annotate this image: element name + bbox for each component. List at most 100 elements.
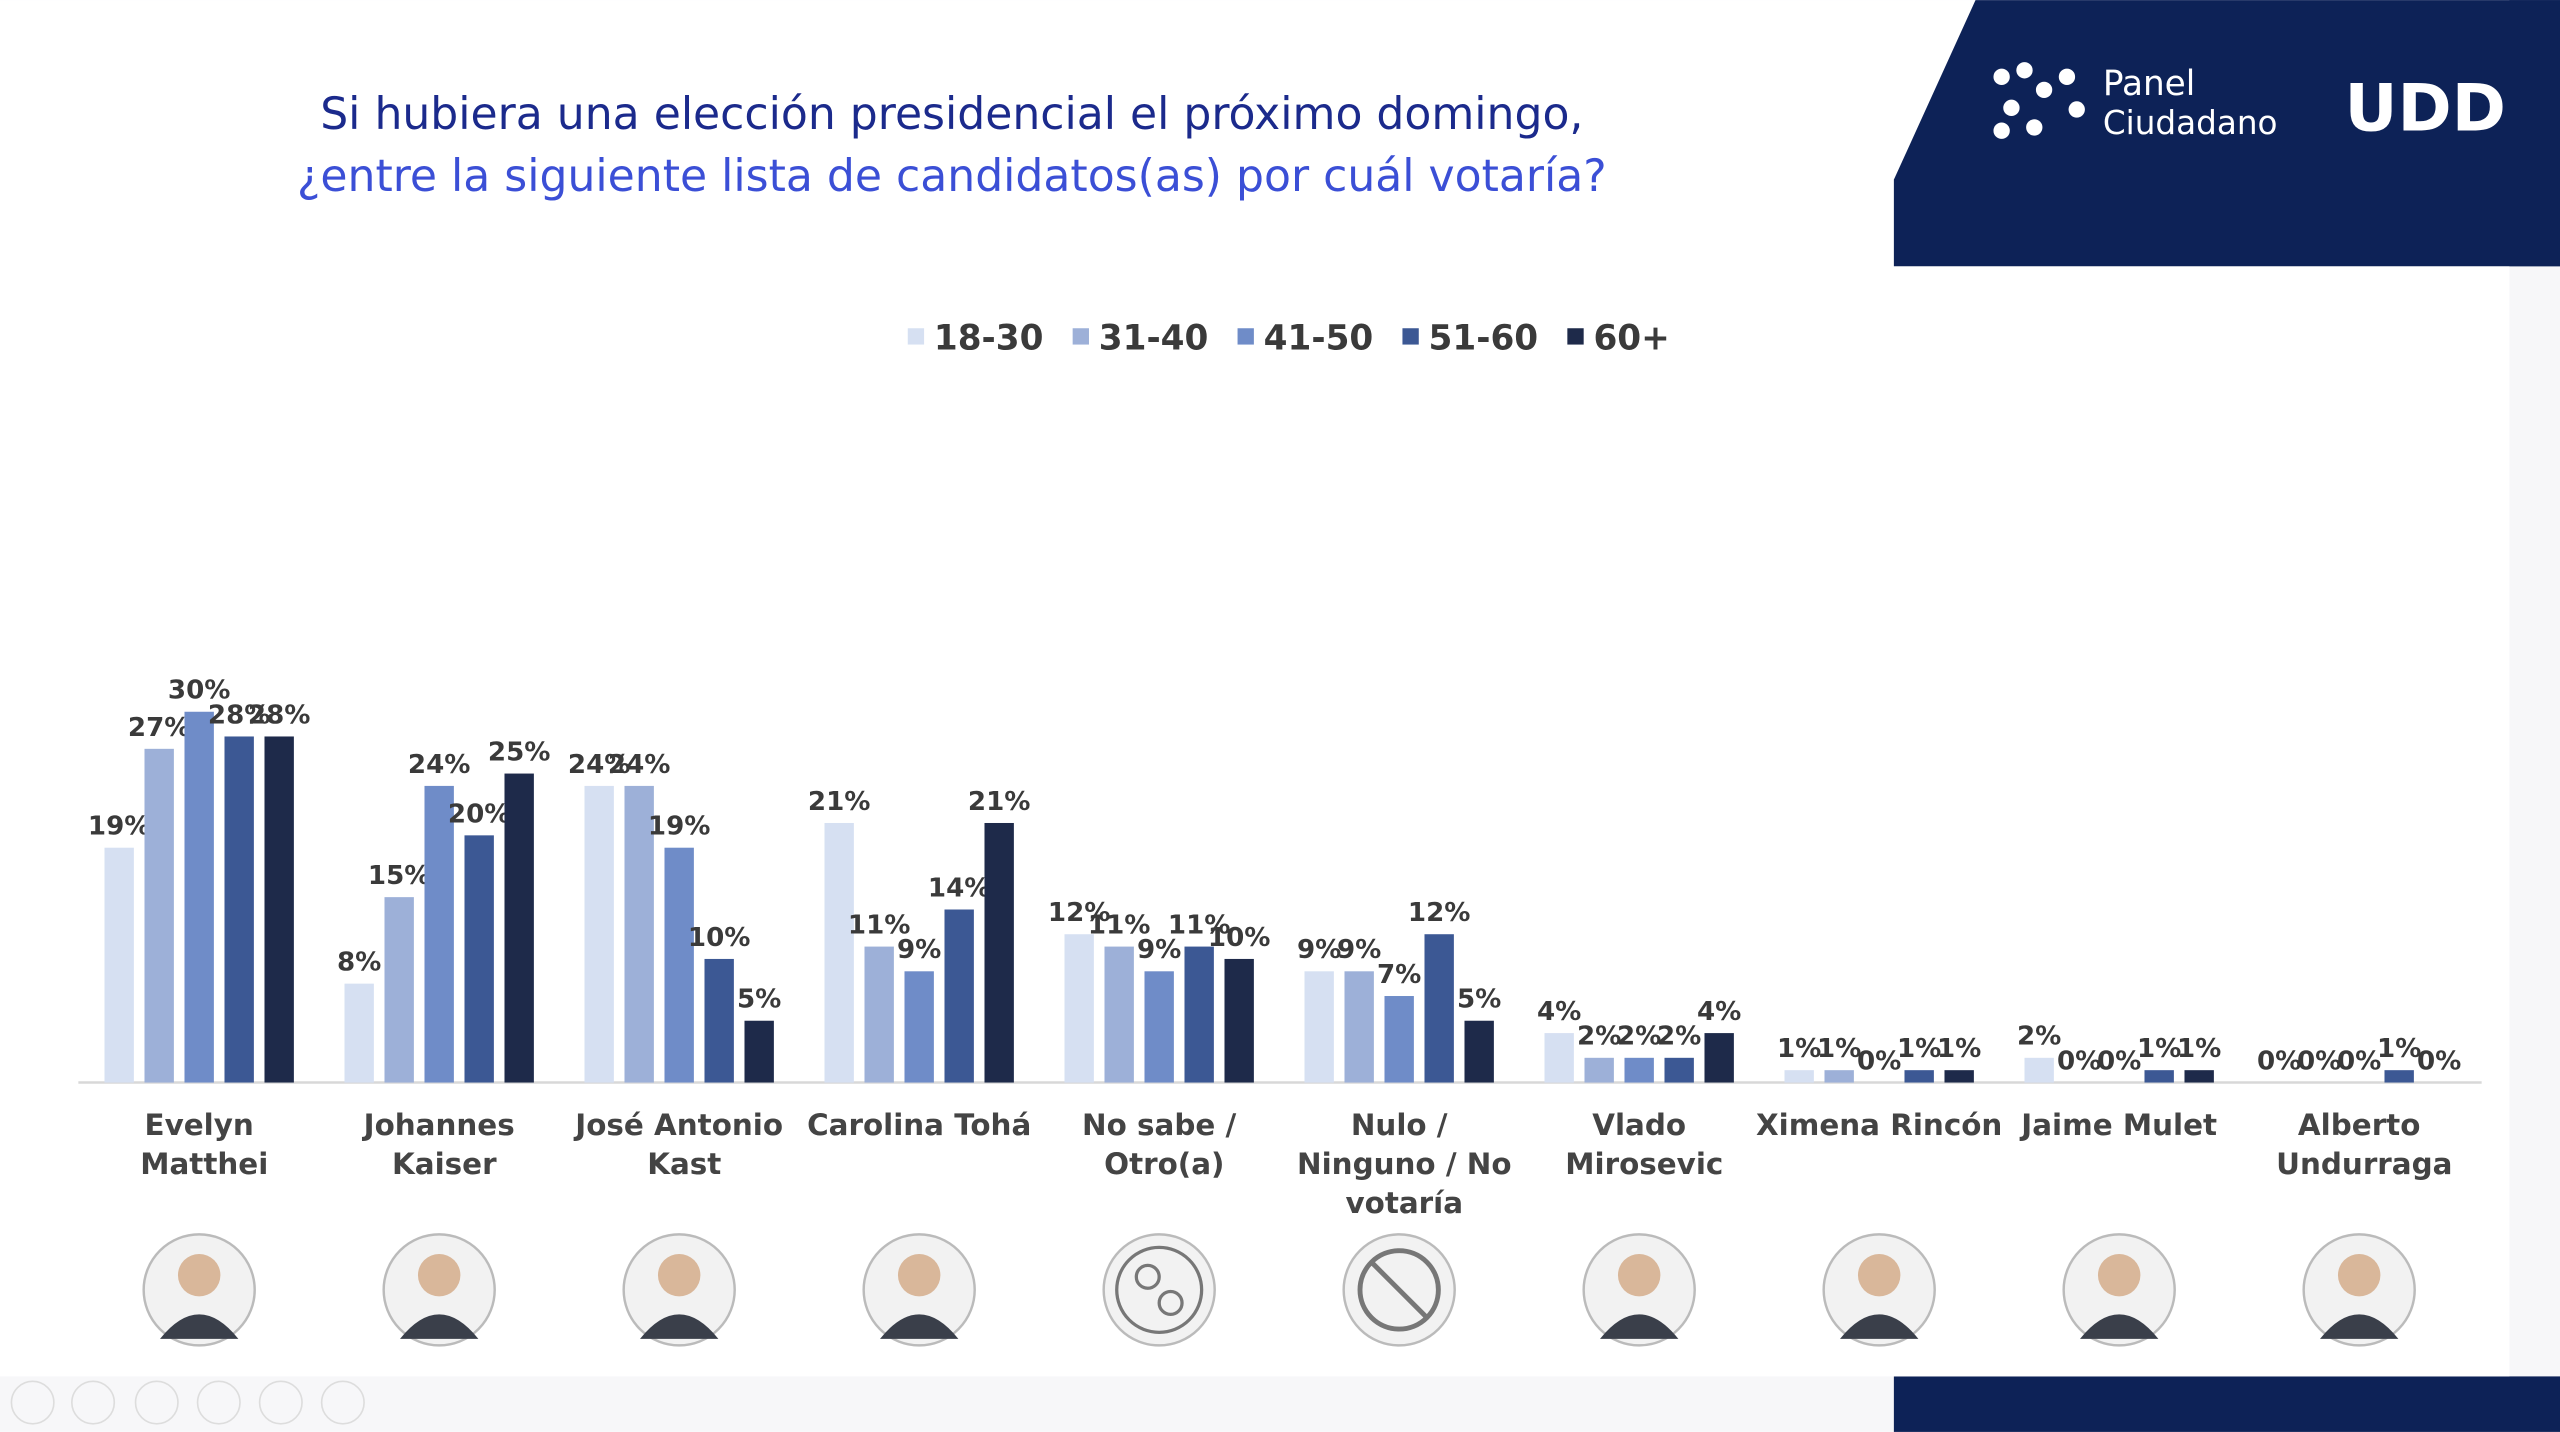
value-label: 12% <box>1408 898 1471 928</box>
category-label-line: Carolina Tohá <box>807 1108 1031 1142</box>
portrait-body <box>1840 1314 1919 1339</box>
value-label: 1% <box>2177 1034 2221 1064</box>
logo-dot <box>1993 122 2010 139</box>
legend-swatch <box>1237 328 1254 345</box>
bar <box>264 736 294 1083</box>
portrait <box>2302 1233 2416 1347</box>
bar <box>384 897 414 1083</box>
portrait-body <box>400 1314 479 1339</box>
bar <box>1144 971 1174 1083</box>
category-label: Jaime Mulet <box>2019 1108 2217 1142</box>
value-label: 2% <box>1657 1022 1701 1052</box>
icon-part <box>1369 1260 1429 1320</box>
legend-label: 31-40 <box>1099 318 1209 358</box>
category-label-line: Otro(a) <box>1094 1147 1225 1181</box>
bar <box>1344 971 1374 1083</box>
value-label: 20% <box>448 799 511 829</box>
logo-dot <box>1993 68 2010 85</box>
bar <box>704 958 734 1083</box>
subtitle-line: ¿entre la siguiente lista de candidatos(… <box>297 151 1607 202</box>
value-label: 12% <box>1048 898 1111 928</box>
bar <box>1544 1033 1574 1083</box>
value-label: 28% <box>208 700 271 730</box>
value-label: 28% <box>248 700 311 730</box>
category-label-line: José Antonio <box>573 1108 783 1142</box>
toolbar-button[interactable] <box>10 1380 55 1425</box>
bar <box>1784 1070 1814 1083</box>
bar <box>1664 1057 1694 1083</box>
value-label: 0% <box>2417 1046 2461 1076</box>
bar <box>2024 1057 2054 1083</box>
legend-swatch <box>907 328 925 345</box>
bar <box>1064 934 1094 1083</box>
category-label: No sabe / Otro(a) <box>1082 1108 1236 1181</box>
category-label: Nulo / Ninguno / No votaría <box>1287 1108 1512 1220</box>
value-label: 0% <box>2297 1046 2341 1076</box>
value-label: 19% <box>648 812 711 842</box>
legend-swatch <box>1402 328 1419 345</box>
bar <box>464 835 494 1083</box>
title-line: Si hubiera una elección presidencial el … <box>320 89 1583 140</box>
footer-panel <box>1893 1376 2560 1432</box>
bar <box>344 983 374 1083</box>
category-label-line: Alberto <box>2298 1108 2420 1142</box>
logo-dot <box>2068 101 2085 118</box>
category-label: Carolina Tohá <box>807 1108 1031 1142</box>
category-label-line: Vlado <box>1592 1108 1686 1142</box>
portrait-head <box>1617 1253 1661 1297</box>
toolbar <box>10 1380 365 1425</box>
value-label: 5% <box>737 985 781 1015</box>
portrait-head <box>417 1253 461 1297</box>
portrait-body <box>640 1314 719 1339</box>
category-label-line: Ninguno / No <box>1287 1147 1512 1181</box>
value-label: 0% <box>2057 1046 2101 1076</box>
bar <box>1584 1057 1614 1083</box>
toolbar-button[interactable] <box>134 1380 179 1425</box>
bar <box>224 736 254 1083</box>
bar <box>1104 946 1134 1083</box>
value-label: 0% <box>1857 1046 1901 1076</box>
portrait <box>622 1233 736 1347</box>
toolbar-button[interactable] <box>320 1380 365 1425</box>
portrait <box>1582 1233 1696 1347</box>
logo-line2: Ciudadano <box>2103 104 2278 142</box>
logo-dot <box>2058 68 2076 85</box>
bar <box>1704 1033 1734 1083</box>
toolbar-button[interactable] <box>196 1380 241 1425</box>
portrait <box>862 1233 976 1347</box>
portrait-body <box>2320 1314 2399 1339</box>
bar <box>2144 1070 2174 1083</box>
value-label: 1% <box>2377 1034 2421 1064</box>
category-label-line: Johannes <box>362 1108 515 1142</box>
toolbar-button[interactable] <box>71 1380 116 1425</box>
value-label: 11% <box>848 911 911 941</box>
portrait <box>1822 1233 1936 1347</box>
value-label: 10% <box>1208 923 1271 953</box>
value-label: 1% <box>2137 1034 2181 1064</box>
portrait-head <box>897 1253 941 1297</box>
bar <box>1424 934 1454 1083</box>
value-label: 24% <box>608 750 671 780</box>
bar <box>1944 1070 1974 1083</box>
value-label: 7% <box>1377 960 1421 990</box>
logo-dot <box>2026 119 2043 136</box>
portrait <box>2062 1233 2176 1347</box>
header-panel-top <box>1893 0 2560 267</box>
category-label: Vlado Mirosevic <box>1555 1108 1723 1181</box>
logo: Panel Ciudadano UDD <box>1993 62 2506 147</box>
portrait-head <box>2097 1253 2141 1297</box>
value-label: 9% <box>1297 935 1341 965</box>
portrait-head <box>657 1253 701 1297</box>
portrait-head <box>2337 1253 2381 1297</box>
bar <box>824 822 854 1083</box>
toolbar-button[interactable] <box>258 1380 303 1425</box>
category-label-line: Kast <box>637 1147 721 1181</box>
portrait-head <box>177 1253 221 1297</box>
value-label: 0% <box>2257 1046 2301 1076</box>
icon-part <box>1115 1245 1204 1334</box>
logo-line1: Panel <box>2103 64 2195 104</box>
bar <box>1464 1020 1494 1083</box>
legend-label: 51-60 <box>1429 318 1539 358</box>
category-label: José Antonio Kast <box>573 1108 783 1181</box>
bar <box>984 822 1014 1083</box>
